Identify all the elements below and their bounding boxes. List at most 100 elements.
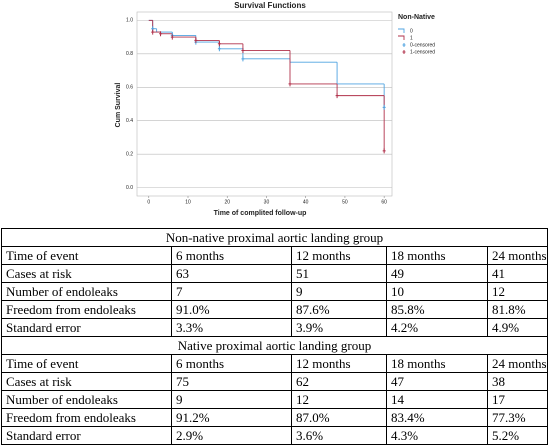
table-cell: Freedom from endoleaks xyxy=(1,408,172,427)
censor-marker xyxy=(194,37,198,43)
legend-marker xyxy=(402,50,406,54)
table-row: Cases at risk 75 62 47 38 xyxy=(1,372,548,391)
table-row: Number of endoleaks 7 9 10 12 xyxy=(1,282,548,301)
table-row: Freedom from endoleaks 91.2% 87.0% 83.4% 77.… xyxy=(1,408,548,427)
table-cell: 4.9% xyxy=(487,318,548,337)
legend-line xyxy=(398,35,405,40)
legend-marker xyxy=(402,43,406,47)
table-row: Time of event 6 months 12 months 18 months 2… xyxy=(1,354,548,373)
censor-marker xyxy=(159,31,163,37)
table-cell: 24 months xyxy=(487,354,548,373)
legend-label: 1 xyxy=(410,35,413,41)
table-cell: 3.6% xyxy=(291,426,387,445)
table-cell: 77.3% xyxy=(487,408,548,427)
table-body: Non-native proximal aortic landing group… xyxy=(1,228,548,445)
table-cell: 17 xyxy=(487,390,548,409)
table: Non-native proximal aortic landing group… xyxy=(1,228,548,445)
table-cell: 2.9% xyxy=(171,426,292,445)
x-tick-label: 0 xyxy=(147,199,150,205)
table-cell: 62 xyxy=(291,372,387,391)
table-cell: 7 xyxy=(171,282,292,301)
table-row: Native proximal aortic landing group xyxy=(1,336,548,355)
table-cell: 81.8% xyxy=(487,300,548,319)
table-cell: Standard error xyxy=(1,318,172,337)
plot-area xyxy=(136,11,393,197)
table-row: Non-native proximal aortic landing group xyxy=(1,228,548,247)
censor-marker xyxy=(151,29,155,35)
table-cell: 63 xyxy=(171,264,292,283)
x-tick-label: 50 xyxy=(342,199,348,205)
table-cell: 18 months xyxy=(386,246,488,265)
y-tick-label: 0.0 xyxy=(126,185,133,191)
table-cell: 41 xyxy=(487,264,548,283)
section-heading: Non-native proximal aortic landing group xyxy=(1,228,548,247)
table-cell: 12 months xyxy=(291,354,387,373)
censor-marker xyxy=(288,81,292,87)
legend-line xyxy=(398,28,405,33)
table-cell: 18 months xyxy=(386,354,488,373)
y-tick-label: 0.6 xyxy=(126,85,133,91)
y-tick-label: 1.0 xyxy=(126,18,133,24)
x-tick-label: 40 xyxy=(303,199,309,205)
censor-marker xyxy=(382,148,386,154)
legend-label: 0 xyxy=(410,28,413,34)
table-cell: 49 xyxy=(386,264,488,283)
censor-marker xyxy=(217,46,221,52)
table-cell: Time of event xyxy=(1,354,172,373)
x-tick-label: 60 xyxy=(381,199,387,205)
x-tick-label: 10 xyxy=(185,199,191,205)
y-axis-label: Cum Survival xyxy=(115,83,122,128)
table-cell: Number of endoleaks xyxy=(1,390,172,409)
table-cell: 87.6% xyxy=(291,300,387,319)
table-cell: 10 xyxy=(386,282,488,301)
table-cell: 4.3% xyxy=(386,426,488,445)
chart: Survival Functions Time of complited fol… xyxy=(115,1,435,217)
table-cell: Standard error xyxy=(1,426,172,445)
y-tick-label: 0.2 xyxy=(126,152,133,158)
table-cell: 14 xyxy=(386,390,488,409)
y-tick-label: 0.8 xyxy=(126,51,133,57)
legend-label: 0-censored xyxy=(410,42,435,48)
table-cell: 83.4% xyxy=(386,408,488,427)
table-cell: 51 xyxy=(291,264,387,283)
table-row: Cases at risk 63 51 49 41 xyxy=(1,264,548,283)
table-cell: 6 months xyxy=(171,354,292,373)
table-cell: 9 xyxy=(291,282,387,301)
table-row: Freedom from endoleaks 91.0% 87.6% 85.8% 81.… xyxy=(1,300,548,319)
table-cell: Time of event xyxy=(1,246,172,265)
table-cell: Number of endoleaks xyxy=(1,282,172,301)
censor-marker xyxy=(335,93,339,99)
x-tick-label: 30 xyxy=(264,199,270,205)
table-row: Number of endoleaks 9 12 14 17 xyxy=(1,390,548,409)
table-cell: 12 months xyxy=(291,246,387,265)
table-cell: 9 xyxy=(171,390,292,409)
table-cell: 75 xyxy=(171,372,292,391)
table-cell: 4.2% xyxy=(386,318,488,337)
table-cell: Cases at risk xyxy=(1,372,172,391)
table-cell: 38 xyxy=(487,372,548,391)
legend-label: 1-censored xyxy=(410,49,435,55)
table-cell: 87.0% xyxy=(291,408,387,427)
censor-marker xyxy=(241,56,245,62)
y-tick-label: 0.4 xyxy=(126,118,133,124)
table-row: Standard error 2.9% 3.6% 4.3% 5.2% xyxy=(1,426,548,445)
table-cell: 47 xyxy=(386,372,488,391)
censor-marker xyxy=(217,41,221,47)
table-cell: 85.8% xyxy=(386,300,488,319)
chart-title: Survival Functions xyxy=(234,1,306,10)
table-row: Standard error 3.3% 3.9% 4.2% 4.9% xyxy=(1,318,548,337)
table-cell: 6 months xyxy=(171,246,292,265)
table-cell: 12 xyxy=(291,390,387,409)
table-cell: 91.0% xyxy=(171,300,292,319)
table-cell: 24 months xyxy=(487,246,548,265)
censor-marker xyxy=(170,34,174,40)
table-row: Time of event 6 months 12 months 18 months 2… xyxy=(1,246,548,265)
table-cell: Cases at risk xyxy=(1,264,172,283)
section-heading: Native proximal aortic landing group xyxy=(1,336,548,355)
table-cell: 3.3% xyxy=(171,318,292,337)
x-tick-label: 20 xyxy=(224,199,230,205)
legend-title: Non-Native xyxy=(398,14,435,21)
censor-marker xyxy=(382,104,386,110)
censor-marker xyxy=(241,47,245,53)
